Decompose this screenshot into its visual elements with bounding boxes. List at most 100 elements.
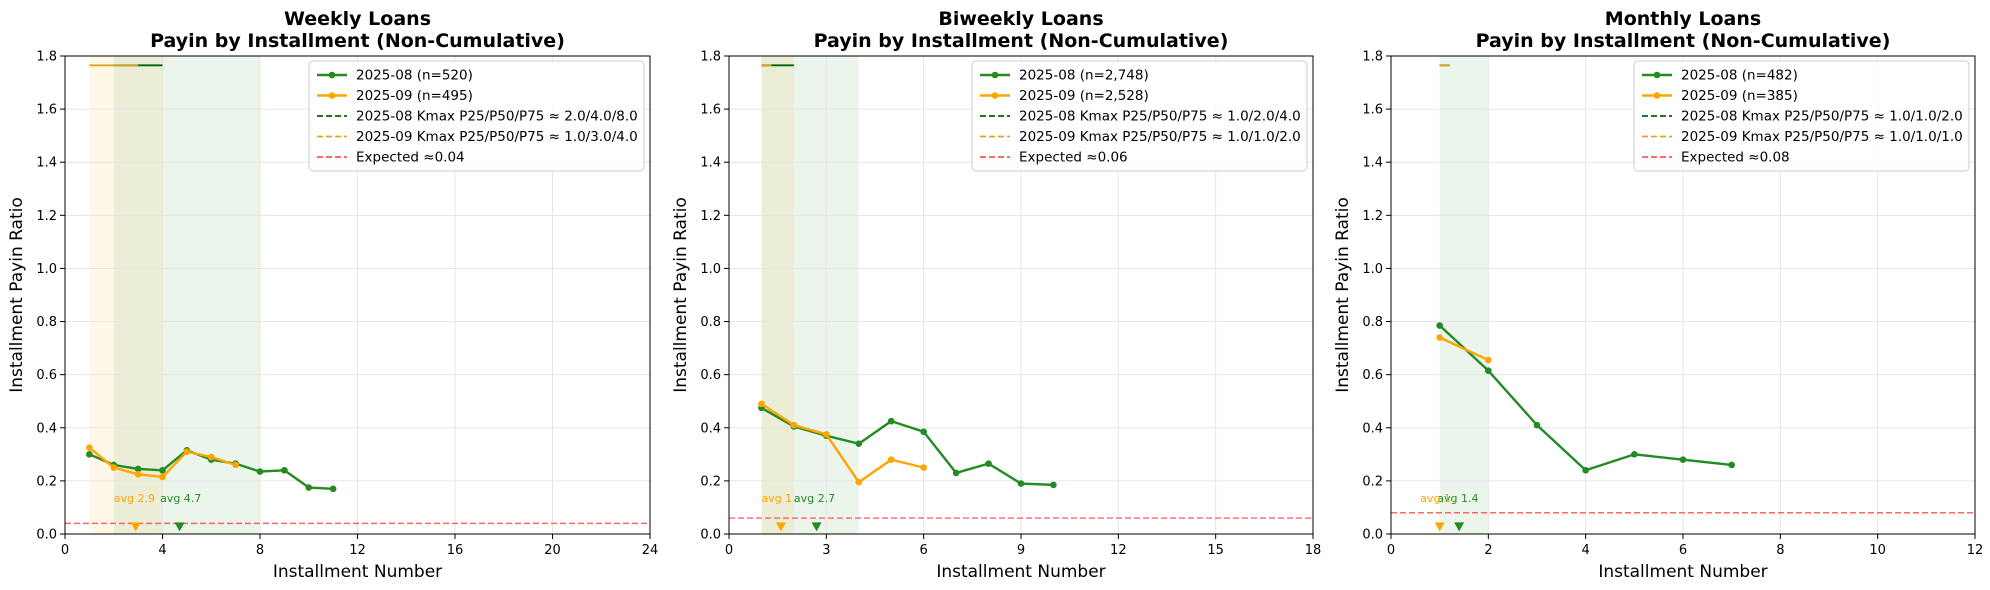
- x-tick-label: 12: [1967, 543, 1984, 558]
- y-tick-label: 0.6: [1362, 368, 1383, 383]
- data-point: [1582, 466, 1589, 474]
- x-tick-label: 0: [1387, 543, 1395, 558]
- y-tick-label: 0.0: [36, 528, 57, 543]
- data-point: [86, 451, 93, 458]
- legend-entry-label: Expected ≈0.06: [1019, 150, 1128, 166]
- data-point: [920, 428, 927, 436]
- legend-box: [1633, 60, 1970, 172]
- data-point: [134, 470, 142, 478]
- data-point: [159, 473, 166, 481]
- y-tick-label: 0.8: [700, 315, 721, 330]
- y-tick-label: 1.6: [700, 103, 721, 118]
- legend-entry-label: 2025-08 (n=482): [1681, 68, 1798, 84]
- kmax-span-a: [1439, 56, 1489, 534]
- data-point: [1728, 461, 1735, 469]
- data-point: [1679, 456, 1687, 463]
- data-point: [1485, 367, 1492, 374]
- y-tick-label: 0.6: [36, 368, 57, 383]
- kmax-span-a: [761, 56, 859, 534]
- avg-label-a: avg 1.4: [1437, 492, 1478, 505]
- data-point: [1631, 451, 1638, 458]
- data-point: [232, 461, 239, 469]
- y-tick-label: 0.8: [1362, 315, 1383, 330]
- y-tick-label: 0.8: [36, 315, 57, 330]
- y-tick-label: 1.0: [1362, 262, 1383, 277]
- y-tick-label: 1.8: [700, 50, 721, 65]
- avg-label-a: avg 4.7: [160, 492, 201, 505]
- series-line-a: [760, 406, 1054, 487]
- series-line-b: [760, 402, 924, 484]
- legend-entry-label: 2025-09 Kmax P25/P50/P75 ≈ 1.0/3.0/4.0: [356, 129, 638, 145]
- data-point: [1017, 480, 1025, 487]
- y-tick-label: 0.2: [36, 474, 57, 489]
- data-point: [1050, 481, 1057, 489]
- data-point: [790, 421, 798, 429]
- avg-marker-b: [1434, 522, 1445, 532]
- legend-handle-marker: [1653, 92, 1661, 99]
- chart-title-line-2: Payin by Installment (Non-Cumulative): [150, 30, 565, 52]
- y-tick-label: 1.8: [1362, 50, 1383, 65]
- legend-entry-label: 2025-08 Kmax P25/P50/P75 ≈ 1.0/2.0/4.0: [1019, 109, 1301, 125]
- y-tick-label: 0.4: [700, 421, 721, 436]
- y-tick-label: 1.4: [1362, 156, 1383, 171]
- x-tick-label: 12: [349, 543, 366, 558]
- y-axis-label: Installment Payin Ratio: [1333, 197, 1353, 393]
- y-tick-label: 1.6: [36, 103, 57, 118]
- x-tick-label: 4: [1582, 543, 1590, 558]
- x-tick-label: 8: [1776, 543, 1784, 558]
- data-point: [855, 440, 863, 448]
- avg-label-a: avg 2.7: [794, 492, 835, 505]
- data-point: [1485, 356, 1492, 364]
- data-point: [1436, 334, 1443, 341]
- legend-handle-marker: [991, 92, 999, 99]
- x-tick-label: 0: [61, 543, 69, 558]
- weekly-loans-panel: avg 4.7 avg 2.9 0 4 8 12 16 20 24 0.0 0.2 0.4 0.6 0.8…: [7, 8, 658, 582]
- legend-entry-label: 2025-08 (n=2,748): [1019, 68, 1149, 84]
- data-point: [281, 466, 288, 474]
- legend-entry-label: 2025-09 (n=2,528): [1019, 88, 1149, 104]
- data-point: [329, 485, 337, 493]
- legend-handle-marker: [328, 71, 336, 79]
- chart-title-line-2: Payin by Installment (Non-Cumulative): [1476, 30, 1891, 52]
- y-tick-label: 0.4: [36, 421, 57, 436]
- x-tick-label: 24: [642, 543, 659, 558]
- x-tick-label: 4: [158, 543, 166, 558]
- avg-label-b: avg 1.: [1420, 492, 1454, 505]
- avg-marker-a: [174, 522, 185, 532]
- chart-title-line-1: Biweekly Loans: [938, 8, 1103, 30]
- data-point: [823, 431, 830, 438]
- data-point: [855, 478, 863, 486]
- avg-marker-a: [811, 522, 822, 532]
- y-tick-label: 0.0: [1362, 528, 1383, 543]
- data-point: [920, 464, 927, 471]
- data-point: [110, 464, 118, 471]
- legend-entry-label: Expected ≈0.08: [1681, 150, 1790, 166]
- x-axis-label: Installment Number: [936, 562, 1105, 582]
- legend-entry-label: 2025-09 Kmax P25/P50/P75 ≈ 1.0/1.0/1.0: [1681, 129, 1963, 145]
- y-tick-label: 1.4: [36, 156, 57, 171]
- x-tick-label: 10: [1869, 543, 1886, 558]
- x-tick-label: 9: [1017, 543, 1025, 558]
- data-point: [952, 469, 960, 477]
- legend-entry-label: Expected ≈0.04: [356, 150, 465, 166]
- x-tick-label: 12: [1110, 543, 1127, 558]
- data-point: [183, 448, 191, 455]
- x-tick-label: 3: [822, 543, 830, 558]
- data-point: [256, 468, 264, 475]
- data-point: [134, 465, 142, 473]
- x-tick-label: 2: [1484, 543, 1492, 558]
- y-axis-label: Installment Payin Ratio: [7, 197, 27, 393]
- legend-handle-marker: [328, 92, 336, 99]
- chart-title-line-2: Payin by Installment (Non-Cumulative): [814, 30, 1229, 52]
- data-point: [86, 444, 93, 451]
- legend-box: [971, 60, 1308, 172]
- data-point: [887, 456, 895, 463]
- x-tick-label: 15: [1207, 543, 1224, 558]
- y-tick-label: 1.0: [36, 262, 57, 277]
- legend-box: [308, 60, 645, 172]
- data-point: [758, 400, 765, 408]
- avg-marker-a: [1454, 522, 1465, 532]
- x-tick-label: 16: [447, 543, 464, 558]
